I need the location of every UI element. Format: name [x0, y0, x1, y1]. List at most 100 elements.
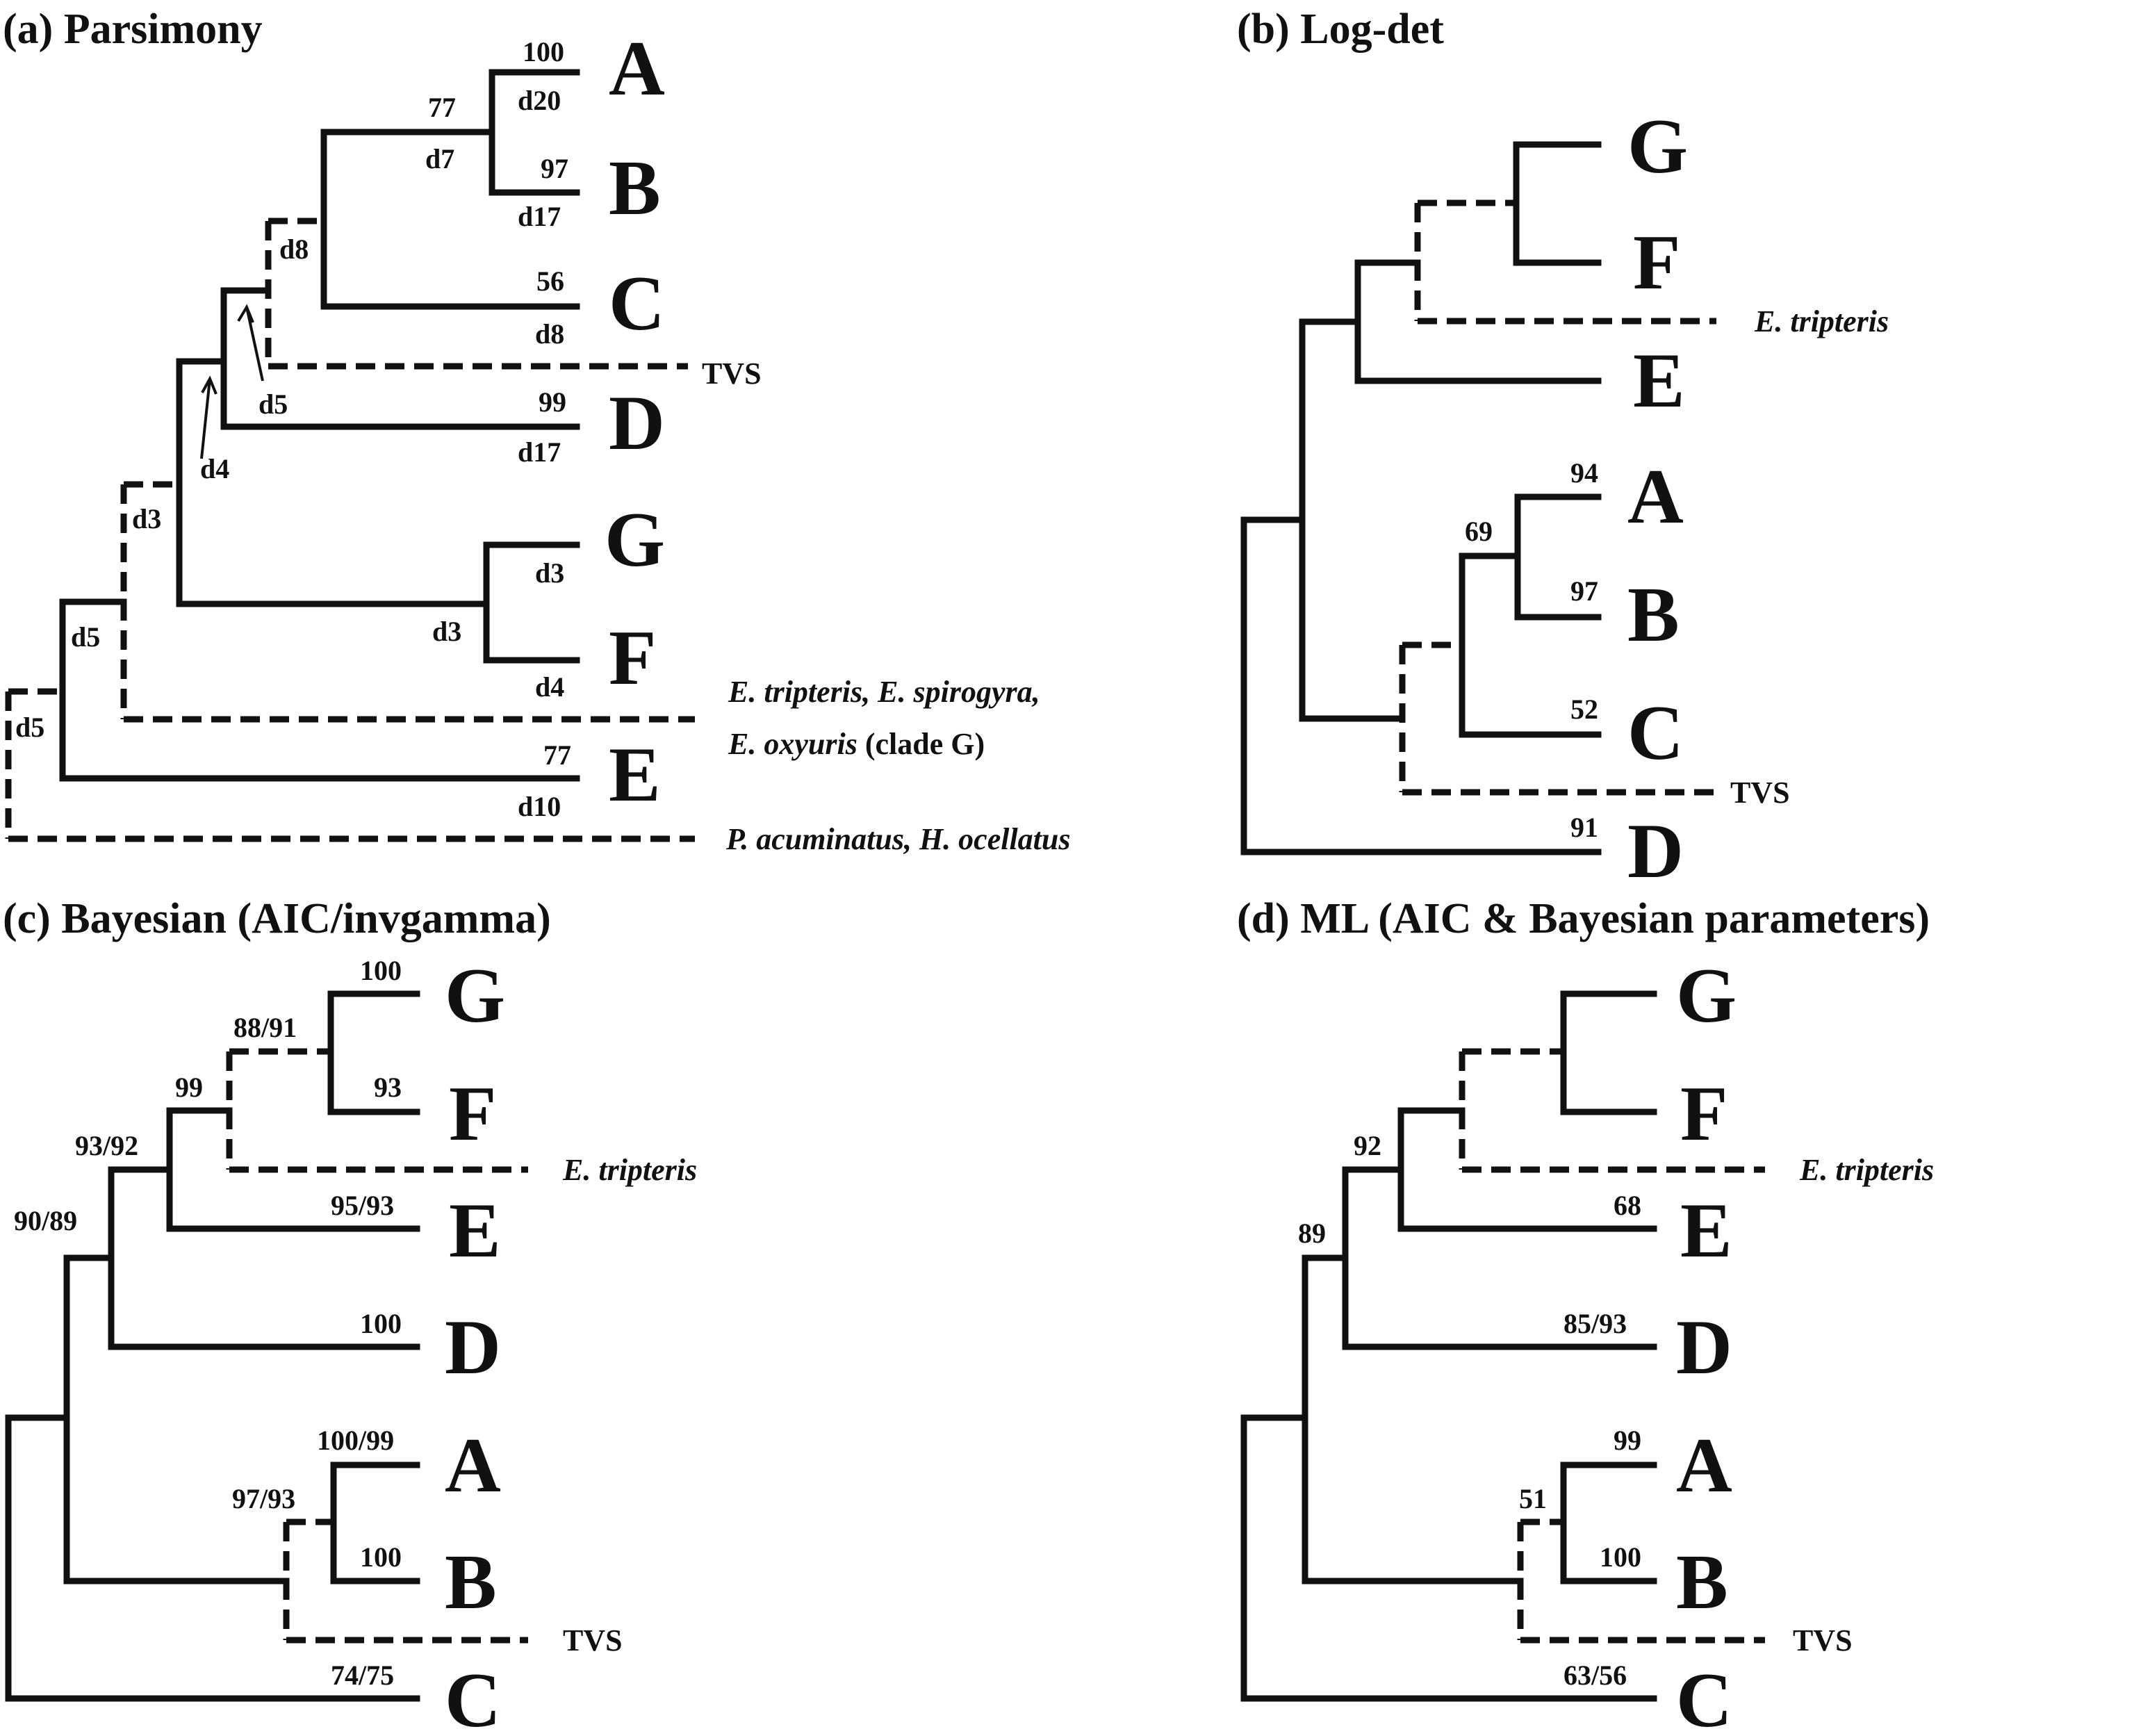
- decay-tvs-node: d8: [279, 234, 309, 265]
- panel-a-title: (a) Parsimony: [3, 6, 263, 53]
- label-clade-g-line1: E. tripteris, E. spirogyra,: [728, 675, 1040, 709]
- panel-b-logdet: (b) Log-det G F E A B C D E. tripteris T…: [1237, 6, 1889, 894]
- label-tripteris: E. tripteris: [1754, 304, 1889, 338]
- support-e: 77: [543, 739, 571, 771]
- branch-e-node: [59, 598, 580, 782]
- taxon-f: F: [609, 615, 656, 701]
- support-e: 95/93: [331, 1190, 394, 1221]
- taxon-e: E: [609, 732, 661, 818]
- taxon-a: A: [609, 26, 665, 112]
- decay-d-node: d5: [258, 388, 288, 420]
- taxon-c: C: [1676, 1657, 1732, 1736]
- taxon-g: G: [1676, 953, 1737, 1039]
- support-ab: 97/93: [232, 1483, 295, 1514]
- support-d: 85/93: [1563, 1308, 1627, 1339]
- support-g: 100: [360, 955, 402, 986]
- taxon-g: G: [1627, 104, 1688, 190]
- arrow-d4: [200, 378, 211, 459]
- decay-e: d10: [518, 791, 561, 822]
- branch-lower-clade: [1302, 1254, 1524, 1584]
- taxon-f: F: [1633, 220, 1680, 306]
- panel-d-ml: (d) ML (AIC & Bayesian parameters) G F E…: [1237, 895, 1934, 1736]
- support-a: 100: [523, 36, 564, 67]
- support-top: 90/89: [14, 1205, 77, 1236]
- taxon-d: D: [1627, 808, 1684, 894]
- taxon-g: G: [445, 953, 505, 1039]
- panel-c-bayesian: (c) Bayesian (AIC/invgamma) G F E D A B …: [3, 895, 697, 1736]
- support-f: 93: [374, 1072, 402, 1103]
- taxon-f: F: [1680, 1071, 1727, 1157]
- branch-root: [1240, 1414, 1657, 1702]
- label-clade-g-line2: E. oxyuris (clade G): [728, 727, 985, 761]
- taxon-d: D: [1676, 1304, 1732, 1391]
- support-gf: 88/91: [233, 1012, 297, 1043]
- arrow-d5: [245, 306, 264, 382]
- branch-d4-node: [176, 358, 490, 607]
- label-tvs: TVS: [702, 357, 762, 391]
- taxon-c: C: [445, 1657, 501, 1736]
- branch-lower-clade: [63, 1254, 290, 1584]
- support-b: 100: [360, 1541, 402, 1573]
- taxon-a: A: [1627, 454, 1684, 540]
- label-tripteris: E. tripteris: [1799, 1153, 1934, 1187]
- support-ab: 77: [428, 92, 456, 123]
- branch-root-outgroup: [5, 688, 695, 842]
- support-e: 68: [1614, 1190, 1641, 1221]
- taxon-c: C: [609, 261, 665, 347]
- support-c: 74/75: [331, 1660, 394, 1691]
- decay-ab: d7: [425, 143, 454, 174]
- taxon-b: B: [1627, 572, 1680, 658]
- taxon-g: G: [605, 497, 665, 583]
- decay-a: d20: [518, 85, 561, 116]
- taxon-b: B: [445, 1539, 497, 1626]
- taxon-d: D: [609, 380, 665, 466]
- panel-d-title: (d) ML (AIC & Bayesian parameters): [1237, 895, 1930, 942]
- arrowhead-d4: [201, 375, 217, 395]
- label-clade-g-name: (clade G): [857, 727, 985, 761]
- taxon-f: F: [449, 1071, 496, 1157]
- support-ab: 51: [1519, 1483, 1547, 1514]
- support-top: 89: [1298, 1218, 1326, 1249]
- support-b: 97: [1570, 575, 1598, 607]
- decay-d: d17: [518, 436, 561, 468]
- panel-c-title: (c) Bayesian (AIC/invgamma): [3, 895, 551, 942]
- taxon-e: E: [1633, 338, 1685, 424]
- branch-root: [5, 1414, 420, 1702]
- taxon-a: A: [445, 1423, 501, 1509]
- support-ab: 69: [1465, 516, 1493, 547]
- support-b: 97: [541, 153, 568, 184]
- branch-g-f-clade: [1560, 990, 1657, 1115]
- label-tvs: TVS: [1730, 776, 1790, 810]
- label-tvs: TVS: [1793, 1623, 1853, 1657]
- label-outgroup: P. acuminatus, H. ocellatus: [725, 822, 1071, 856]
- decay-g: d3: [535, 557, 564, 589]
- support-a: 94: [1570, 457, 1598, 489]
- taxon-b: B: [609, 145, 661, 231]
- decay-c: d8: [535, 318, 564, 350]
- taxon-a: A: [1676, 1423, 1732, 1509]
- taxon-c: C: [1627, 690, 1684, 776]
- decay-b: d17: [518, 201, 561, 232]
- decay-f: d4: [535, 671, 564, 703]
- branch-abc-clade: [320, 129, 580, 310]
- decay-root: d5: [15, 712, 44, 743]
- support-c: 52: [1570, 694, 1598, 725]
- support-d: 91: [1570, 812, 1598, 843]
- support-gfte: 93/92: [75, 1130, 138, 1161]
- support-a: 99: [1614, 1425, 1641, 1456]
- support-a: 100/99: [317, 1425, 394, 1456]
- support-gfte: 92: [1354, 1130, 1381, 1161]
- decay-d4-node: d4: [200, 453, 229, 484]
- label-tripteris: E. tripteris: [562, 1153, 697, 1187]
- support-gft: 99: [175, 1072, 203, 1103]
- panel-a-parsimony: (a) Parsimony A B C D G F E TVS E.: [3, 6, 1071, 856]
- branch-root: [1240, 516, 1602, 855]
- support-d: 99: [539, 386, 566, 418]
- decay-gf: d3: [432, 616, 461, 647]
- support-c: 56: [536, 265, 564, 297]
- support-d: 100: [360, 1308, 402, 1339]
- taxon-e: E: [449, 1188, 501, 1274]
- panel-b-title: (b) Log-det: [1237, 6, 1444, 53]
- label-tvs: TVS: [563, 1623, 623, 1657]
